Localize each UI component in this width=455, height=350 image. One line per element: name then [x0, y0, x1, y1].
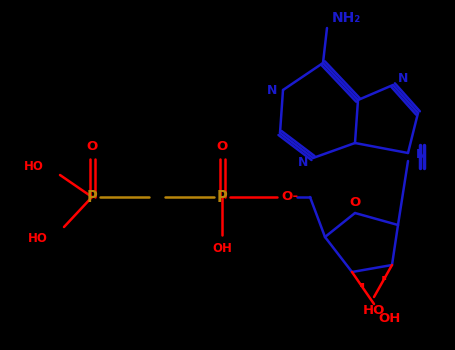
Text: N: N [398, 72, 409, 85]
Text: O: O [86, 140, 98, 154]
Text: N: N [416, 148, 426, 161]
Text: OH: OH [379, 312, 401, 324]
Text: O: O [349, 196, 361, 210]
Text: O-: O- [282, 190, 298, 203]
Text: NH₂: NH₂ [332, 11, 361, 25]
Text: O: O [217, 140, 228, 154]
Text: P: P [86, 189, 97, 204]
Text: HO: HO [363, 304, 385, 317]
Text: N: N [298, 155, 308, 168]
Text: OH: OH [212, 243, 232, 256]
Text: ·: · [358, 276, 366, 296]
Text: ·: · [380, 269, 388, 289]
Text: N: N [267, 84, 277, 97]
Text: HO: HO [24, 161, 44, 174]
Text: P: P [217, 189, 228, 204]
Text: HO: HO [28, 232, 48, 245]
